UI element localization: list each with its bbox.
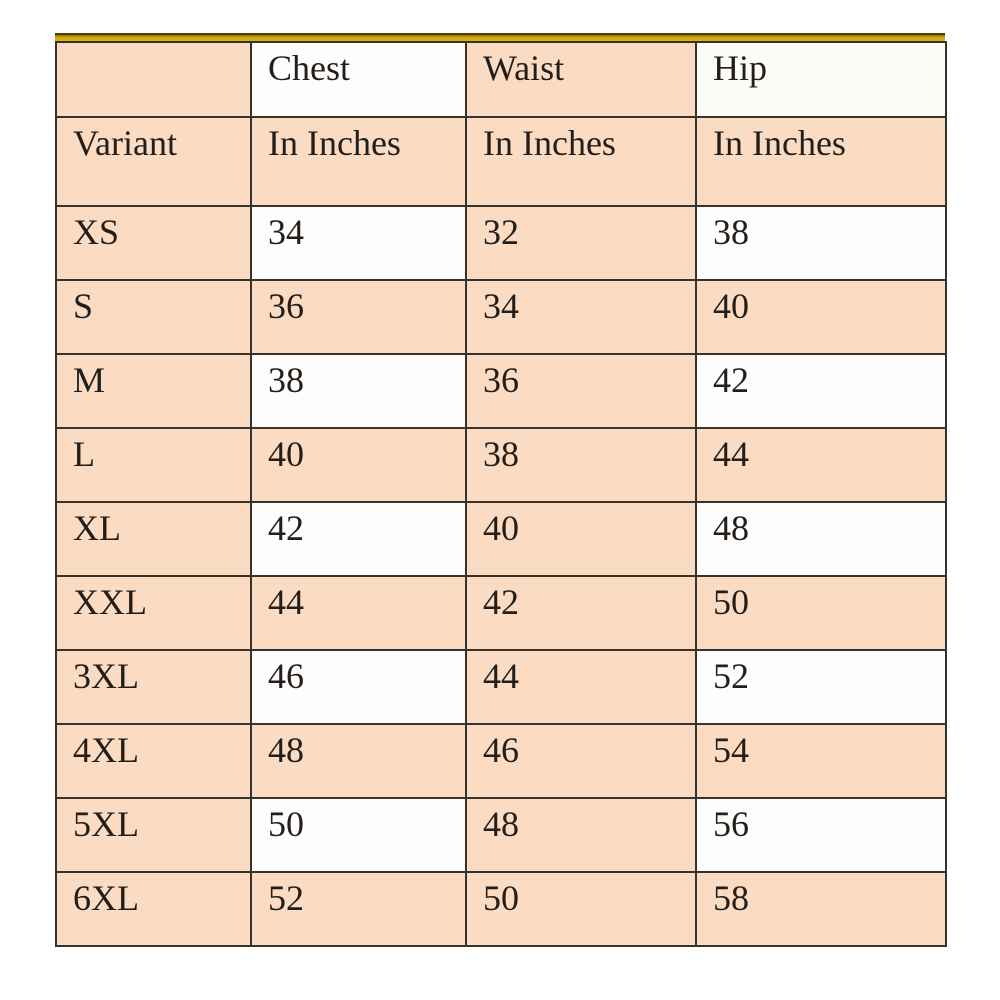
table-row: 6XL 52 50 58	[55, 871, 947, 947]
cell-waist: 42	[465, 575, 697, 651]
cell-hip: 58	[695, 871, 947, 947]
table-row: S 36 34 40	[55, 279, 947, 355]
header-blank-cell	[55, 41, 252, 118]
cell-waist: 44	[465, 649, 697, 725]
cell-hip: 40	[695, 279, 947, 355]
cell-hip: 52	[695, 649, 947, 725]
subheader-hip-units: In Inches	[695, 116, 947, 207]
cell-chest: 52	[250, 871, 467, 947]
cell-hip: 50	[695, 575, 947, 651]
cell-chest: 40	[250, 427, 467, 503]
cell-chest: 48	[250, 723, 467, 799]
cell-chest: 50	[250, 797, 467, 873]
cell-variant: L	[55, 427, 252, 503]
cell-waist: 48	[465, 797, 697, 873]
header-waist: Waist	[465, 41, 697, 118]
size-chart-container: Chest Waist Hip Variant In Inches In Inc…	[55, 33, 947, 947]
cell-hip: 54	[695, 723, 947, 799]
cell-chest: 46	[250, 649, 467, 725]
cell-waist: 34	[465, 279, 697, 355]
cell-waist: 46	[465, 723, 697, 799]
cell-variant: 5XL	[55, 797, 252, 873]
header-chest: Chest	[250, 41, 467, 118]
cell-hip: 42	[695, 353, 947, 429]
header-row-measurements: Chest Waist Hip	[55, 41, 947, 118]
table-row: L 40 38 44	[55, 427, 947, 503]
size-chart-table: Chest Waist Hip Variant In Inches In Inc…	[55, 41, 947, 947]
cell-waist: 40	[465, 501, 697, 577]
cell-chest: 44	[250, 575, 467, 651]
cell-variant: 6XL	[55, 871, 252, 947]
size-table-body: XS 34 32 38 S 36 34 40 M 38 36 42 L 40 38 44 XL 42 40 48 XXL…	[55, 205, 947, 947]
cell-chest: 38	[250, 353, 467, 429]
cell-waist: 36	[465, 353, 697, 429]
cell-variant: XXL	[55, 575, 252, 651]
cell-chest: 36	[250, 279, 467, 355]
table-row: XL 42 40 48	[55, 501, 947, 577]
cell-waist: 38	[465, 427, 697, 503]
cell-hip: 48	[695, 501, 947, 577]
table-row: 5XL 50 48 56	[55, 797, 947, 873]
cell-variant: XL	[55, 501, 252, 577]
table-row: 3XL 46 44 52	[55, 649, 947, 725]
cell-variant: 3XL	[55, 649, 252, 725]
cell-variant: S	[55, 279, 252, 355]
header-row-units: Variant In Inches In Inches In Inches	[55, 116, 947, 207]
cell-hip: 38	[695, 205, 947, 281]
cell-variant: M	[55, 353, 252, 429]
cell-waist: 50	[465, 871, 697, 947]
subheader-waist-units: In Inches	[465, 116, 697, 207]
cell-hip: 44	[695, 427, 947, 503]
cell-chest: 42	[250, 501, 467, 577]
size-chart-header: Chest Waist Hip Variant In Inches In Inc…	[55, 41, 947, 207]
cell-hip: 56	[695, 797, 947, 873]
header-hip: Hip	[695, 41, 947, 118]
cell-variant: XS	[55, 205, 252, 281]
table-row: XS 34 32 38	[55, 205, 947, 281]
table-row: M 38 36 42	[55, 353, 947, 429]
subheader-variant: Variant	[55, 116, 252, 207]
table-row: 4XL 48 46 54	[55, 723, 947, 799]
cell-waist: 32	[465, 205, 697, 281]
cell-variant: 4XL	[55, 723, 252, 799]
subheader-chest-units: In Inches	[250, 116, 467, 207]
cell-chest: 34	[250, 205, 467, 281]
table-top-accent-bar	[55, 33, 945, 41]
table-row: XXL 44 42 50	[55, 575, 947, 651]
